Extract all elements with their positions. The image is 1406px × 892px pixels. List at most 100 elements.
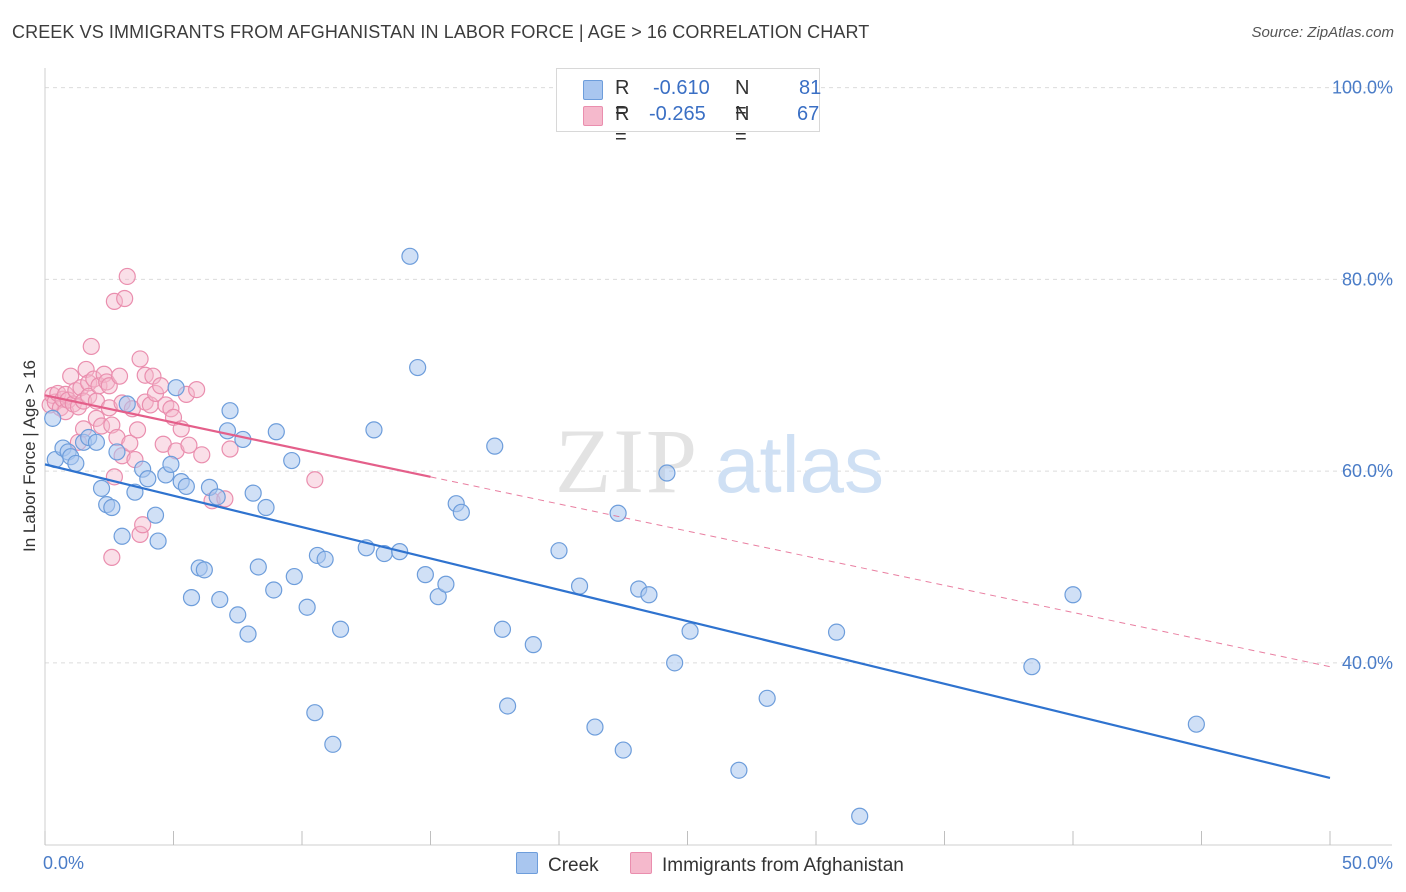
creek-point xyxy=(211,590,229,609)
legend-item-afghan: Immigrants from Afghanistan xyxy=(630,852,904,877)
afghan-point xyxy=(105,292,123,310)
creek-point xyxy=(851,807,869,825)
creek-point xyxy=(149,532,167,550)
afghan-point xyxy=(103,548,121,566)
creek-point xyxy=(666,654,684,672)
creek-point xyxy=(265,581,283,599)
n-label: N = xyxy=(735,103,750,148)
creek-point xyxy=(640,586,658,604)
creek-point xyxy=(730,761,748,779)
creek-points xyxy=(44,247,1205,825)
creek-point xyxy=(409,358,427,377)
afghan-point xyxy=(306,471,324,489)
afghan-point xyxy=(118,267,136,286)
creek-point xyxy=(285,567,303,586)
creek-point xyxy=(249,558,267,576)
creek-point xyxy=(108,443,126,461)
creek-point xyxy=(113,527,131,545)
creek-trend-line xyxy=(44,463,1331,779)
r-label: R = xyxy=(615,103,630,148)
x-tick-label: 50.0% xyxy=(1342,853,1393,873)
afghan-point xyxy=(128,421,147,439)
afghan-point xyxy=(193,446,211,464)
creek-point xyxy=(298,598,316,616)
creek-point xyxy=(499,697,517,715)
creek-point xyxy=(92,479,111,497)
r-value: -0.265 xyxy=(649,103,706,125)
legend-item-creek: Creek xyxy=(516,852,599,877)
creek-point xyxy=(586,718,604,736)
afghan-point xyxy=(116,289,134,308)
afghan-trend-line xyxy=(44,394,431,478)
afghan-point xyxy=(152,377,170,395)
creek-point xyxy=(162,455,180,473)
creek-point xyxy=(167,379,185,397)
afghan-point xyxy=(221,440,239,458)
creek-point xyxy=(1187,715,1205,733)
trend-lines xyxy=(44,394,1331,779)
n-label: N = xyxy=(735,77,750,122)
creek-swatch xyxy=(516,852,538,874)
creek-point xyxy=(524,636,542,654)
afghan-point xyxy=(131,350,149,368)
creek-point xyxy=(146,506,165,524)
afghan-point xyxy=(180,436,198,454)
afghan-point xyxy=(110,367,129,385)
creek-point xyxy=(416,566,434,584)
creek-point xyxy=(44,409,62,427)
n-value: 67 xyxy=(797,103,820,125)
creek-point xyxy=(244,484,262,502)
source-label: Source: ZipAtlas.com xyxy=(1251,24,1394,41)
creek-point xyxy=(221,402,239,420)
creek-point xyxy=(827,623,846,641)
afghan-swatch xyxy=(630,852,652,874)
creek-point xyxy=(229,606,247,624)
y-tick-label: 60.0% xyxy=(1342,461,1393,481)
creek-point xyxy=(658,464,676,482)
creek-point xyxy=(257,498,275,517)
creek-point xyxy=(681,622,699,640)
afghan-point xyxy=(131,525,149,543)
y-axis-label: In Labor Force | Age > 16 xyxy=(20,360,39,552)
creek-point xyxy=(758,689,776,707)
creek-point xyxy=(67,454,85,473)
creek-point xyxy=(365,421,383,439)
tick-labels: 100.0% 80.0% 60.0% 40.0% 0.0% 50.0% xyxy=(43,78,1393,873)
axes xyxy=(44,68,1392,846)
afghan-point xyxy=(188,380,206,399)
r-label: R = xyxy=(615,77,630,122)
creek-point xyxy=(493,620,512,638)
creek-point xyxy=(182,589,201,607)
creek-point xyxy=(1064,586,1082,604)
n-value: 81 xyxy=(799,77,822,99)
creek-point xyxy=(324,735,342,753)
y-tick-label: 100.0% xyxy=(1332,78,1393,98)
afghan-point xyxy=(134,516,152,534)
creek-point xyxy=(429,588,447,606)
creek-point xyxy=(401,247,419,265)
creek-point xyxy=(306,704,324,722)
creek-point xyxy=(570,577,589,595)
creek-point xyxy=(239,625,257,643)
chart-title: CREEK VS IMMIGRANTS FROM AFGHANISTAN IN … xyxy=(12,22,870,42)
creek-point xyxy=(218,422,237,440)
creek-point xyxy=(267,423,285,441)
creek-point xyxy=(103,498,121,517)
creek-point xyxy=(177,477,195,496)
creek-point xyxy=(437,575,455,593)
creek-point xyxy=(1023,658,1041,676)
creek-point xyxy=(139,470,157,488)
creek-point xyxy=(550,542,568,560)
creek-point xyxy=(331,620,350,638)
watermark-zip: ZIP xyxy=(555,410,699,512)
x-tick-label: 0.0% xyxy=(43,853,84,873)
stats-legend: R = -0.610 N = 81 R = -0.265 N = 67 xyxy=(556,68,822,148)
r-value: -0.610 xyxy=(653,77,710,99)
legend-creek-label: Creek xyxy=(548,855,599,876)
afghan-swatch xyxy=(583,106,603,126)
grid xyxy=(45,87,1392,664)
y-tick-label: 80.0% xyxy=(1342,269,1393,289)
creek-point xyxy=(614,741,632,759)
creek-point xyxy=(208,488,226,506)
